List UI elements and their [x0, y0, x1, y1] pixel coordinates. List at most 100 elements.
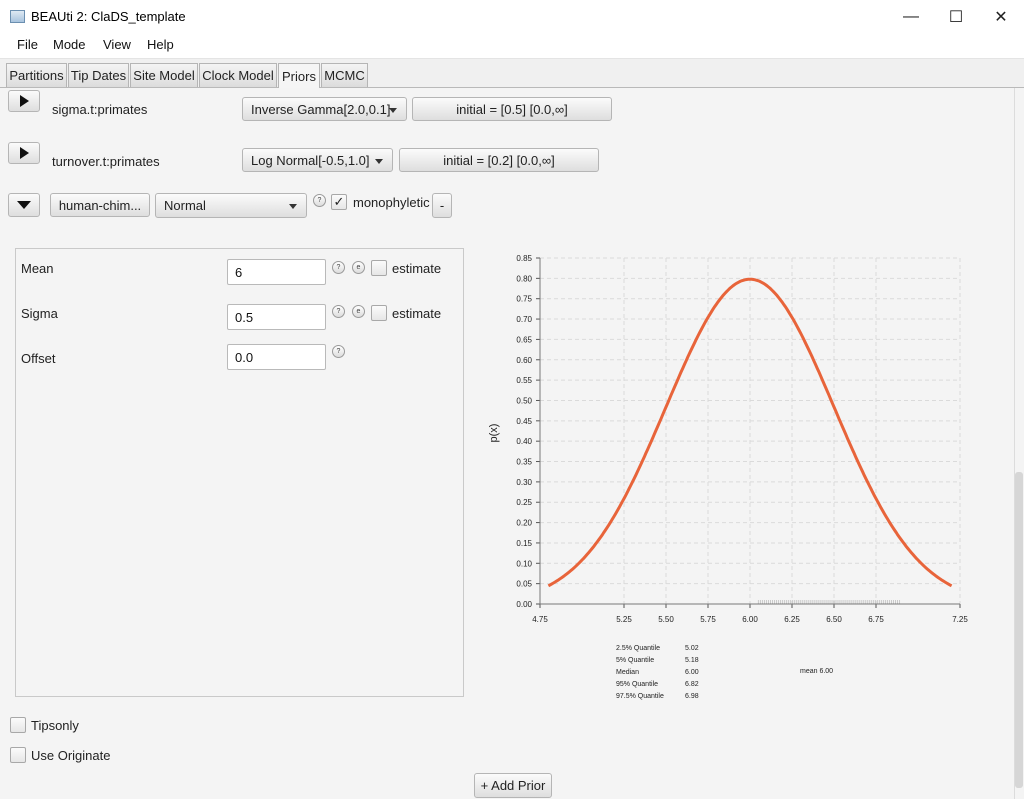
y-tick-label: 0.60 — [516, 356, 532, 365]
estimate-label: estimate — [392, 306, 442, 321]
monophyletic-label: monophyletic — [353, 195, 430, 210]
chevron-down-icon — [289, 204, 297, 209]
collapse-button[interactable] — [8, 193, 40, 217]
help-icon[interactable]: ? — [332, 345, 345, 358]
vertical-scrollbar[interactable] — [1014, 88, 1024, 799]
y-tick-label: 0.75 — [516, 295, 532, 304]
distribution-value: Log Normal[-0.5,1.0] — [251, 152, 370, 168]
tab-site-model[interactable]: Site Model — [130, 63, 198, 87]
parameter-panel — [15, 248, 464, 697]
distribution-value: Normal — [164, 198, 206, 213]
stat-value: 6.98 — [685, 693, 699, 700]
minimize-icon[interactable]: — — [903, 8, 919, 25]
density-curve — [547, 277, 953, 588]
stat-label: 97.5% Quantile — [616, 693, 664, 700]
help-icon[interactable]: ? — [332, 261, 345, 274]
stat-row: 97.5% Quantile 6.98 — [616, 691, 716, 703]
x-tick-label: 7.25 — [952, 615, 968, 624]
distribution-select[interactable]: Inverse Gamma[2.0,0.1] — [242, 97, 407, 121]
app-icon — [10, 10, 25, 23]
remove-prior-button[interactable]: - — [432, 193, 452, 218]
prior-name: sigma.t:primates — [52, 102, 148, 117]
y-tick-label: 0.05 — [516, 580, 532, 589]
expand-button[interactable] — [8, 90, 40, 112]
x-tick-label: 5.50 — [658, 615, 674, 624]
x-tick-label: 4.75 — [532, 615, 548, 624]
menu-file[interactable]: File — [17, 37, 38, 52]
offset-input[interactable]: 0.0 — [227, 344, 326, 370]
menu-help[interactable]: Help — [147, 37, 174, 52]
expand-right-icon — [19, 95, 29, 107]
x-tick-label: 6.50 — [826, 615, 842, 624]
y-tick-label: 0.80 — [516, 274, 532, 283]
distribution-select[interactable]: Normal — [155, 193, 307, 218]
tab-clock-model[interactable]: Clock Model — [199, 63, 277, 87]
stat-row: 5% Quantile 5.18 — [616, 655, 716, 667]
mean-input[interactable]: 6 — [227, 259, 326, 285]
tab-mcmc[interactable]: MCMC — [321, 63, 368, 87]
estimate-label: estimate — [392, 261, 442, 276]
stat-label: Median — [616, 669, 639, 676]
stat-label: 2.5% Quantile — [616, 645, 660, 652]
sigma-input[interactable]: 0.5 — [227, 304, 326, 330]
monophyletic-checkbox[interactable]: ✓ — [331, 194, 347, 210]
stat-label: 5% Quantile — [616, 657, 655, 664]
expand-right-icon — [19, 147, 29, 159]
close-icon[interactable]: ✕ — [994, 9, 1008, 26]
stat-value: 5.18 — [685, 657, 699, 664]
menu-bar — [0, 34, 1024, 59]
chart-rug — [757, 600, 901, 604]
use-originate-checkbox[interactable] — [10, 747, 26, 763]
edit-icon[interactable]: e — [352, 305, 365, 318]
x-tick-label: 6.75 — [868, 615, 884, 624]
mean-label: mean 6.00 — [800, 668, 834, 675]
chevron-down-icon — [389, 108, 397, 113]
y-tick-label: 0.45 — [516, 417, 532, 426]
checkmark-icon: ✓ — [333, 194, 345, 209]
quantile-stats: 2.5% Quantile 5.02 5% Quantile 5.18 Median… — [616, 643, 716, 703]
x-tick-label: 5.75 — [700, 615, 716, 624]
chevron-down-icon — [375, 159, 383, 164]
tipsonly-checkbox[interactable] — [10, 717, 26, 733]
stat-value: 6.82 — [685, 681, 699, 688]
y-tick-label: 0.40 — [516, 437, 532, 446]
taxon-set-button[interactable]: human-chim... — [50, 193, 150, 217]
tab-tip-dates[interactable]: Tip Dates — [68, 63, 129, 87]
chart-axes: 0.00 0.05 0.10 0.15 0.20 0.25 0.30 0.35 0.40 0.45… — [516, 254, 968, 624]
prior-density-chart: 0.00 0.05 0.10 0.15 0.20 0.25 0.30 0.35 0.40 0.45… — [488, 254, 968, 624]
tab-partitions[interactable]: Partitions — [6, 63, 67, 87]
maximize-icon[interactable]: ☐ — [948, 9, 964, 26]
x-tick-label: 6.00 — [742, 615, 758, 624]
y-tick-label: 0.25 — [516, 498, 532, 507]
menu-view[interactable]: View — [103, 37, 131, 52]
y-tick-label: 0.50 — [516, 396, 532, 405]
y-tick-label: 0.15 — [516, 539, 532, 548]
tipsonly-label: Tipsonly — [31, 718, 79, 733]
initial-value-button[interactable]: initial = [0.5] [0.0,∞] — [412, 97, 612, 121]
scrollbar-thumb[interactable] — [1015, 472, 1023, 788]
stat-label: 95% Quantile — [616, 681, 659, 688]
prior-name: turnover.t:primates — [52, 154, 160, 169]
y-tick-label: 0.20 — [516, 519, 532, 528]
stat-row: 95% Quantile 6.82 — [616, 679, 716, 691]
chart-ylabel: p(x) — [488, 424, 500, 443]
mean-estimate-checkbox[interactable] — [371, 260, 387, 276]
chart-grid — [539, 257, 961, 605]
menu-mode[interactable]: Mode — [53, 37, 86, 52]
title-bar — [0, 0, 1024, 34]
stat-row: 2.5% Quantile 5.02 — [616, 643, 716, 655]
add-prior-button[interactable]: + Add Prior — [474, 773, 552, 798]
edit-icon[interactable]: e — [352, 261, 365, 274]
x-tick-label: 5.25 — [616, 615, 632, 624]
expand-down-icon — [17, 201, 31, 209]
use-originate-label: Use Originate — [31, 748, 111, 763]
param-label-sigma: Sigma — [21, 306, 58, 321]
distribution-select[interactable]: Log Normal[-0.5,1.0] — [242, 148, 393, 172]
tab-priors[interactable]: Priors — [278, 63, 320, 88]
y-tick-label: 0.00 — [516, 600, 532, 609]
help-icon[interactable]: ? — [332, 305, 345, 318]
expand-button[interactable] — [8, 142, 40, 164]
sigma-estimate-checkbox[interactable] — [371, 305, 387, 321]
initial-value-button[interactable]: initial = [0.2] [0.0,∞] — [399, 148, 599, 172]
help-icon[interactable]: ? — [313, 194, 326, 207]
